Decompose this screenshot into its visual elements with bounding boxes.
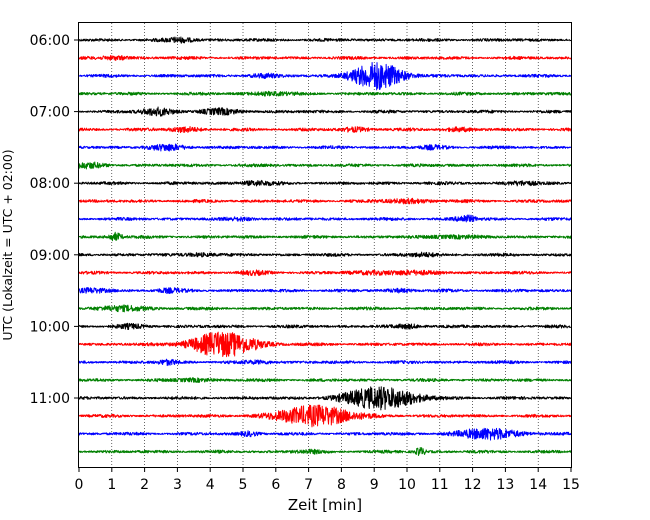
x-axis-label: Zeit [min]: [288, 496, 362, 514]
x-tick-label: 5: [239, 477, 248, 493]
x-tick-label: 10: [398, 477, 416, 493]
trace-0715: [78, 125, 572, 134]
x-tick-label: 0: [75, 477, 84, 493]
trace-0900: [78, 251, 572, 258]
x-tick-label: 1: [107, 477, 116, 493]
trace-0615: [78, 54, 572, 61]
trace-1130: [78, 427, 572, 441]
trace-0700: [78, 106, 572, 117]
x-tick-label: 9: [370, 477, 379, 493]
trace-1030: [78, 358, 572, 367]
trace-0730: [78, 143, 572, 152]
trace-1145: [78, 447, 572, 456]
plot-frame: [78, 22, 572, 468]
trace-0645: [78, 90, 572, 97]
x-tick-label: 4: [206, 477, 215, 493]
trace-0745: [78, 161, 572, 170]
seismic-traces: [78, 36, 572, 456]
trace-0930: [78, 287, 572, 294]
trace-1100: [78, 386, 572, 411]
y-tick-label: 07:00: [30, 105, 70, 121]
trace-1115: [78, 404, 572, 428]
y-tick-label: 11:00: [30, 391, 70, 407]
trace-1045: [78, 377, 572, 383]
x-tick-label: 11: [431, 477, 449, 493]
x-tick-label: 7: [304, 477, 313, 493]
trace-0845: [78, 231, 572, 242]
trace-0830: [78, 214, 572, 223]
y-axis-label: UTC (Lokalzeit = UTC + 02:00): [0, 149, 15, 340]
x-tick-label: 6: [271, 477, 280, 493]
x-tick-label: 15: [562, 477, 580, 493]
y-tick-label: 09:00: [30, 248, 70, 264]
trace-0815: [78, 197, 572, 205]
gridlines: [111, 23, 539, 467]
x-axis-ticks: 0 1 2 3 4 5 6 7 8 9 10 11 12 13 14 15: [75, 467, 580, 493]
trace-0800: [78, 179, 572, 187]
y-tick-label: 10:00: [30, 319, 70, 335]
y-axis-ticks: 06:00 07:00 08:00 09:00 10:00 11:00: [30, 33, 79, 407]
y-tick-label: 08:00: [30, 176, 70, 192]
x-tick-label: 3: [173, 477, 182, 493]
trace-0915: [78, 269, 572, 277]
trace-1015: [78, 331, 572, 358]
x-tick-label: 2: [140, 477, 149, 493]
x-tick-label: 14: [529, 477, 547, 493]
trace-0630: [78, 62, 572, 91]
trace-0945: [78, 304, 572, 313]
trace-0600: [78, 36, 572, 44]
trace-1000: [78, 322, 572, 331]
x-tick-label: 12: [464, 477, 482, 493]
y-tick-label: 06:00: [30, 33, 70, 49]
x-tick-label: 8: [337, 477, 346, 493]
x-tick-label: 13: [496, 477, 514, 493]
